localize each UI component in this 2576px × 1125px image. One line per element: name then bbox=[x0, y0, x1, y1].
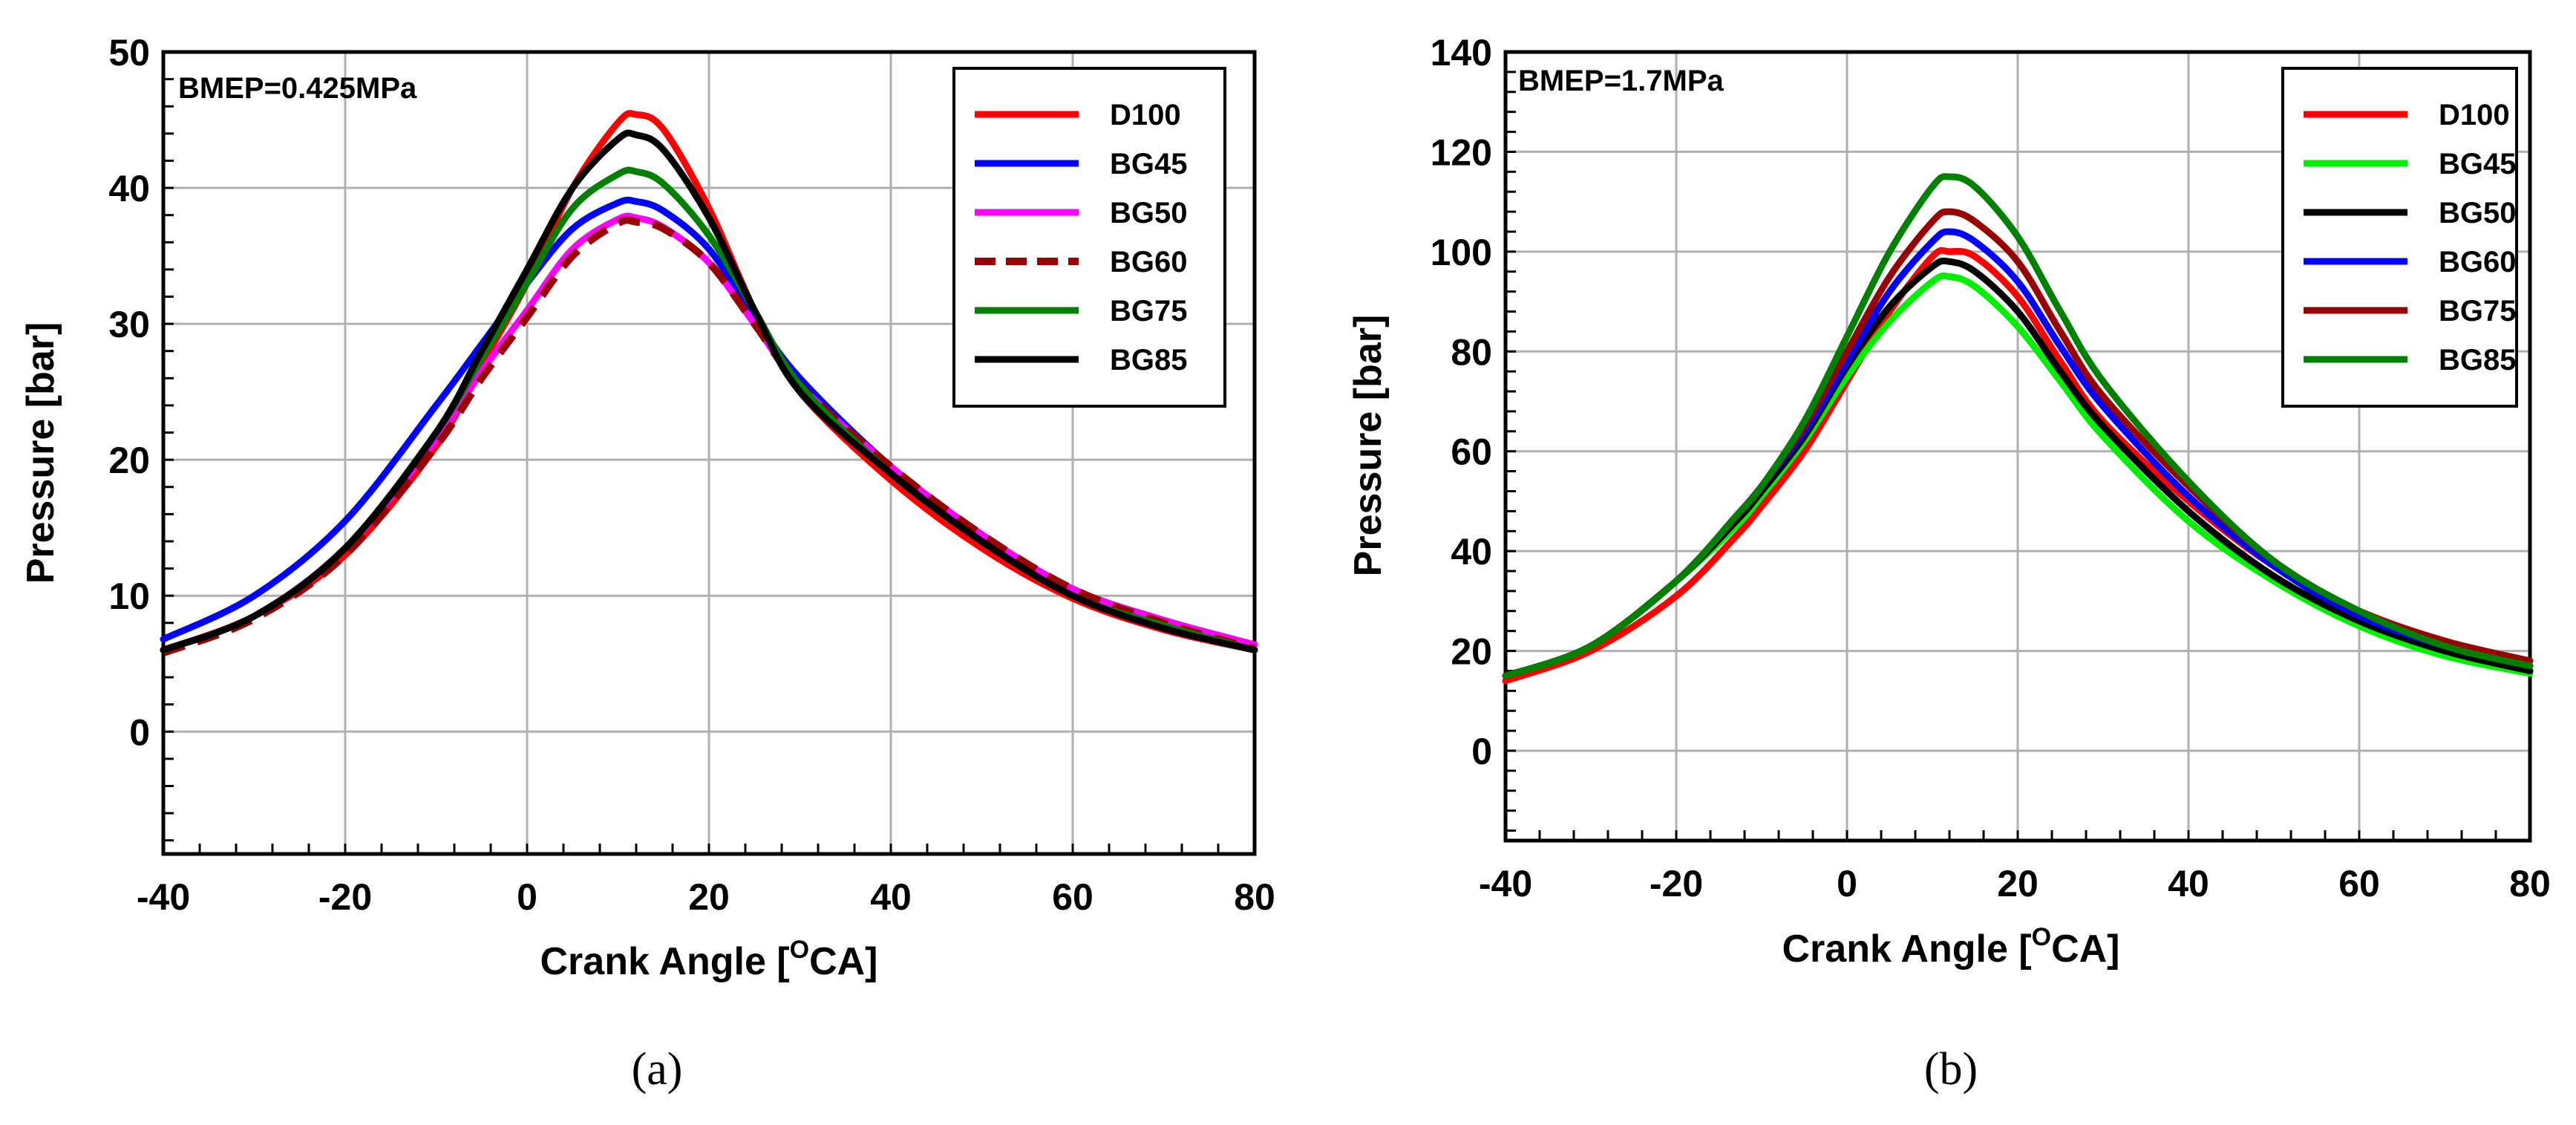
legend-label-bg50: BG50 bbox=[2439, 197, 2517, 229]
x-tick-label: -40 bbox=[137, 876, 190, 918]
x-tick-label: 80 bbox=[1234, 876, 1275, 918]
x-tick-label: 60 bbox=[2338, 863, 2380, 904]
y-tick-label: 100 bbox=[1431, 232, 1492, 273]
legend-label-d100: D100 bbox=[2439, 99, 2510, 131]
x-tick-label: 20 bbox=[1997, 863, 2039, 904]
plot-frame bbox=[1503, 50, 2532, 843]
x-tick-label: 0 bbox=[1837, 863, 1857, 904]
legend-label-bg45: BG45 bbox=[2439, 148, 2517, 180]
series-line-bg85 bbox=[1502, 173, 2534, 679]
x-axis-label: Crank Angle [OCA] bbox=[540, 936, 878, 983]
legend-label-bg85: BG85 bbox=[1110, 344, 1188, 376]
series-lines bbox=[1502, 173, 2534, 685]
x-tick-label: -40 bbox=[1479, 863, 1532, 904]
x-tick-label: 80 bbox=[2509, 863, 2551, 904]
legend-box bbox=[952, 67, 1226, 408]
y-tick-label: 20 bbox=[1451, 631, 1492, 673]
legend-label-d100: D100 bbox=[1110, 99, 1181, 131]
x-tick-label: 20 bbox=[688, 876, 730, 918]
x-tick-label: 40 bbox=[2168, 863, 2209, 904]
y-tick-label: 140 bbox=[1431, 32, 1492, 74]
legend-label-bg85: BG85 bbox=[2439, 344, 2517, 376]
y-axis-label: Pressure [bar] bbox=[1347, 315, 1390, 577]
legend-label-bg60: BG60 bbox=[2439, 246, 2517, 278]
y-tick-label: 30 bbox=[108, 304, 150, 345]
y-tick-label: 50 bbox=[108, 32, 150, 74]
chart-panel-b: -40 -20 0 20 40 60 80 0 20 40 60 80 100 120 140 BMEP=1.… bbox=[1347, 32, 2551, 1095]
y-tick-label: 60 bbox=[1451, 431, 1492, 473]
legend-box bbox=[2281, 67, 2518, 408]
y-tick-label: 80 bbox=[1451, 331, 1492, 373]
legend-label-bg75: BG75 bbox=[2439, 295, 2517, 327]
x-tick-label: 60 bbox=[1052, 876, 1094, 918]
x-tick-label: 0 bbox=[517, 876, 537, 918]
panel-caption: (a) bbox=[632, 1044, 683, 1095]
legend: D100 BG45 BG50 BG60 BG75 BG85 bbox=[952, 67, 1226, 408]
x-tick-label: 40 bbox=[870, 876, 912, 918]
y-tick-label: 0 bbox=[129, 711, 150, 753]
x-tick-label: -20 bbox=[318, 876, 372, 918]
series-line-bg60 bbox=[162, 216, 1256, 656]
y-tick-label: 10 bbox=[108, 575, 150, 617]
legend: D100 BG45 BG50 BG60 BG75 BG85 bbox=[2281, 67, 2518, 408]
plot-frame bbox=[161, 50, 1257, 856]
legend-label-bg75: BG75 bbox=[1110, 295, 1188, 327]
y-tick-label: 40 bbox=[108, 168, 150, 209]
x-axis-label: Crank Angle [OCA] bbox=[1782, 923, 2120, 971]
tick-labels: -40 -20 0 20 40 60 80 0 10 20 30 40 50 bbox=[108, 32, 1275, 918]
x-tick-label: -20 bbox=[1650, 863, 1703, 904]
series-lines bbox=[160, 110, 1258, 656]
series-line-bg85 bbox=[160, 129, 1258, 653]
bmep-annotation: BMEP=0.425MPa bbox=[178, 72, 417, 105]
y-axis-label: Pressure [bar] bbox=[19, 322, 62, 584]
y-tick-label: 20 bbox=[108, 440, 150, 481]
y-tick-label: 40 bbox=[1451, 531, 1492, 573]
legend-label-bg60: BG60 bbox=[1110, 246, 1188, 278]
legend-label-bg50: BG50 bbox=[1110, 197, 1188, 229]
tick-labels: -40 -20 0 20 40 60 80 0 20 40 60 80 100 120 140 bbox=[1431, 32, 2551, 904]
y-tick-label: 120 bbox=[1431, 131, 1492, 173]
bmep-annotation: BMEP=1.7MPa bbox=[1518, 65, 1725, 97]
panel-caption: (b) bbox=[1924, 1044, 1978, 1095]
chart-panel-a: -40 -20 0 20 40 60 80 0 10 20 30 40 50 BMEP=0.425MPa D… bbox=[19, 32, 1275, 1095]
legend-label-bg45: BG45 bbox=[1110, 148, 1188, 180]
y-tick-label: 0 bbox=[1471, 731, 1492, 772]
